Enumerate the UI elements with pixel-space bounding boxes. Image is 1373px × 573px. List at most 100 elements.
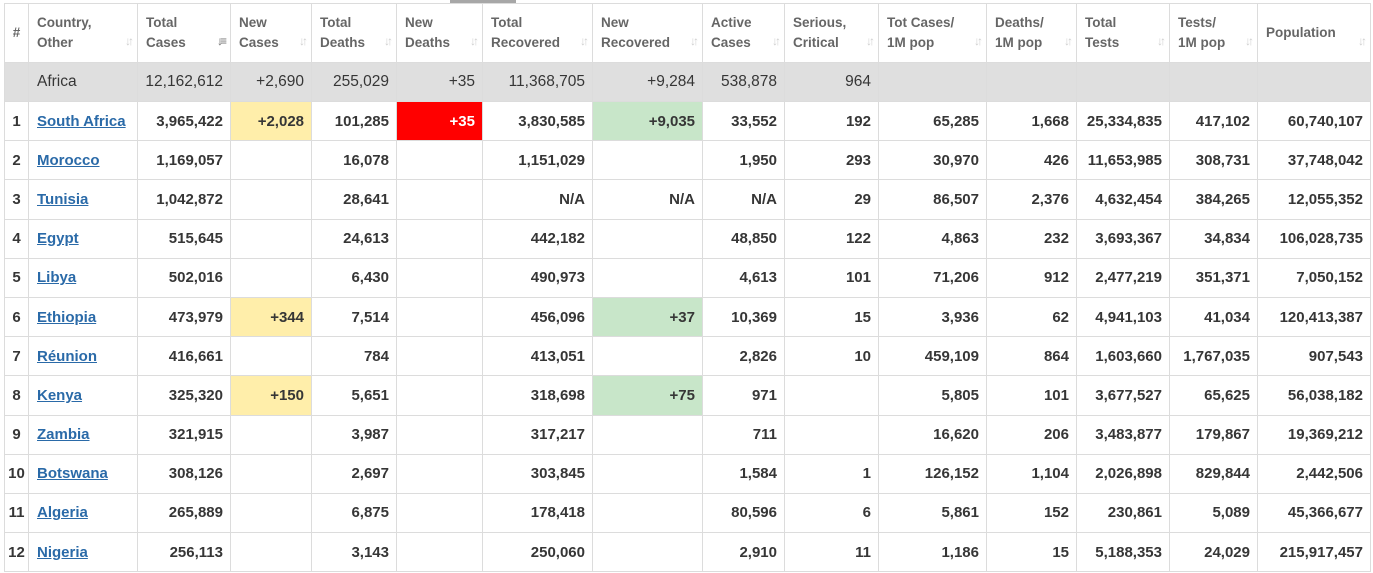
column-header-label: Deaths/ 1M pop [995, 15, 1044, 50]
column-header-1[interactable]: Country, Other ↓↑ [28, 3, 138, 63]
column-header-7[interactable]: New Recovered ↓↑ [592, 3, 703, 63]
cell-population[interactable]: 7,050,152 [1257, 257, 1371, 298]
continent-empty [1169, 62, 1258, 102]
scroll-indicator [450, 0, 516, 3]
sort-arrows-icon[interactable]: ↓↑ [299, 34, 308, 48]
cell-total-cases: 321,915 [137, 414, 231, 455]
cell-new-cases [230, 218, 312, 259]
sort-arrows-icon[interactable]: ↓↑ [690, 34, 699, 48]
cell-new-recovered: +75 [592, 375, 703, 416]
column-header-12[interactable]: Total Tests ↓↑ [1076, 3, 1170, 63]
continent-total-deaths: 255,029 [311, 62, 397, 102]
cell-population[interactable]: 907,543 [1257, 336, 1371, 377]
cell-total-cases: 1,169,057 [137, 140, 231, 181]
continent-empty [986, 62, 1077, 102]
cell-active-cases: 1,950 [702, 140, 785, 181]
sort-arrows-icon[interactable]: ↓↑ [384, 34, 393, 48]
cell-population[interactable]: 56,038,182 [1257, 375, 1371, 416]
cell-total-cases: 416,661 [137, 336, 231, 377]
sort-arrows-icon[interactable]: ↓↑ [866, 34, 875, 48]
column-header-label: Active Cases [711, 15, 752, 50]
cell-tests-1m: 179,867 [1169, 414, 1258, 455]
cell-tests-1m: 34,834 [1169, 218, 1258, 259]
cell-total-deaths: 2,697 [311, 453, 397, 494]
column-header-label: Total Tests [1085, 15, 1120, 50]
cell-population[interactable]: 2,442,506 [1257, 453, 1371, 494]
country-link[interactable]: Morocco [37, 151, 100, 169]
country-link[interactable]: South Africa [37, 112, 126, 130]
cell-active-cases: 4,613 [702, 257, 785, 298]
sort-arrows-icon[interactable]: ↓↑ [1157, 34, 1166, 48]
cell-population[interactable]: 106,028,735 [1257, 218, 1371, 259]
cell-serious: 1 [784, 453, 879, 494]
country-link[interactable]: Tunisia [37, 190, 89, 208]
country-link[interactable]: Libya [37, 269, 77, 287]
sort-arrows-icon[interactable]: ↓↑ [772, 34, 781, 48]
cell-deaths-1m: 15 [986, 532, 1077, 573]
cell-tests-1m: 308,731 [1169, 140, 1258, 181]
cell-new-cases: +344 [230, 296, 312, 338]
cell-total-tests: 1,603,660 [1076, 336, 1170, 377]
country-link[interactable]: Nigeria [37, 543, 88, 561]
cell-population[interactable]: 12,055,352 [1257, 179, 1371, 220]
country-cell: Morocco [28, 140, 138, 181]
cell-total-cases: 1,042,872 [137, 179, 231, 220]
sort-arrows-icon[interactable]: ↓↑ [1245, 34, 1254, 48]
cell-new-recovered [592, 218, 703, 259]
sort-arrows-icon[interactable]: ↓↑ [125, 34, 134, 48]
sort-arrows-icon[interactable]: ↓↑ [1358, 34, 1367, 48]
cell-new-recovered: N/A [592, 179, 703, 220]
sort-arrows-icon[interactable]: ↓↑ [470, 34, 479, 48]
country-link[interactable]: Réunion [37, 347, 97, 365]
cell-deaths-1m: 864 [986, 336, 1077, 377]
cell-active-cases: 2,910 [702, 532, 785, 573]
column-header-3[interactable]: New Cases ↓↑ [230, 3, 312, 63]
cell-total-cases: 265,889 [137, 492, 231, 534]
cell-deaths-1m: 62 [986, 296, 1077, 338]
cell-total-recovered: 456,096 [482, 296, 593, 338]
table-row: 8 Kenya 325,320 +150 5,651 318,698 +75 971 5,805… [4, 375, 1371, 416]
cell-population[interactable]: 60,740,107 [1257, 100, 1371, 142]
cell-new-recovered [592, 140, 703, 181]
cell-total-recovered: 442,182 [482, 218, 593, 259]
cell-population[interactable]: 37,748,042 [1257, 140, 1371, 181]
country-link[interactable]: Kenya [37, 386, 83, 404]
sort-arrows-icon[interactable]: ↓≡ [216, 34, 227, 48]
cell-active-cases: N/A [702, 179, 785, 220]
cell-population[interactable]: 215,917,457 [1257, 532, 1371, 573]
sort-arrows-icon[interactable]: ↓↑ [580, 34, 589, 48]
cell-tests-1m: 384,265 [1169, 179, 1258, 220]
cell-population[interactable]: 45,366,677 [1257, 492, 1371, 534]
cell-cases-1m: 3,936 [878, 296, 987, 338]
continent-new-deaths: +35 [396, 62, 483, 102]
cell-population[interactable]: 19,369,212 [1257, 414, 1371, 455]
column-header-4[interactable]: Total Deaths ↓↑ [311, 3, 397, 63]
column-header-14[interactable]: Population ↓↑ [1257, 3, 1371, 63]
cell-cases-1m: 4,863 [878, 218, 987, 259]
column-header-9[interactable]: Serious, Critical ↓↑ [784, 3, 879, 63]
column-header-2[interactable]: Total Cases ↓≡ [137, 3, 231, 63]
column-header-10[interactable]: Tot Cases/ 1M pop ↓↑ [878, 3, 987, 63]
country-link[interactable]: Algeria [37, 504, 88, 522]
country-link[interactable]: Egypt [37, 230, 79, 248]
cell-total-cases: 325,320 [137, 375, 231, 416]
column-header-8[interactable]: Active Cases ↓↑ [702, 3, 785, 63]
column-header-label: New Recovered [601, 15, 671, 50]
column-header-11[interactable]: Deaths/ 1M pop ↓↑ [986, 3, 1077, 63]
continent-new-recovered: +9,284 [592, 62, 703, 102]
cell-population[interactable]: 120,413,387 [1257, 296, 1371, 338]
continent-total-cases: 12,162,612 [137, 62, 231, 102]
cell-new-recovered: +9,035 [592, 100, 703, 142]
column-header-label: Country, Other [37, 15, 92, 50]
sort-arrows-icon[interactable]: ↓↑ [974, 34, 983, 48]
country-link[interactable]: Botswana [37, 465, 108, 483]
country-link[interactable]: Ethiopia [37, 308, 97, 326]
cell-tests-1m: 417,102 [1169, 100, 1258, 142]
sort-arrows-icon[interactable]: ↓↑ [1064, 34, 1073, 48]
column-header-6[interactable]: Total Recovered ↓↑ [482, 3, 593, 63]
column-header-13[interactable]: Tests/ 1M pop ↓↑ [1169, 3, 1258, 63]
country-link[interactable]: Zambia [37, 426, 90, 444]
column-header-5[interactable]: New Deaths ↓↑ [396, 3, 483, 63]
cell-tests-1m: 829,844 [1169, 453, 1258, 494]
cell-new-deaths [396, 453, 483, 494]
